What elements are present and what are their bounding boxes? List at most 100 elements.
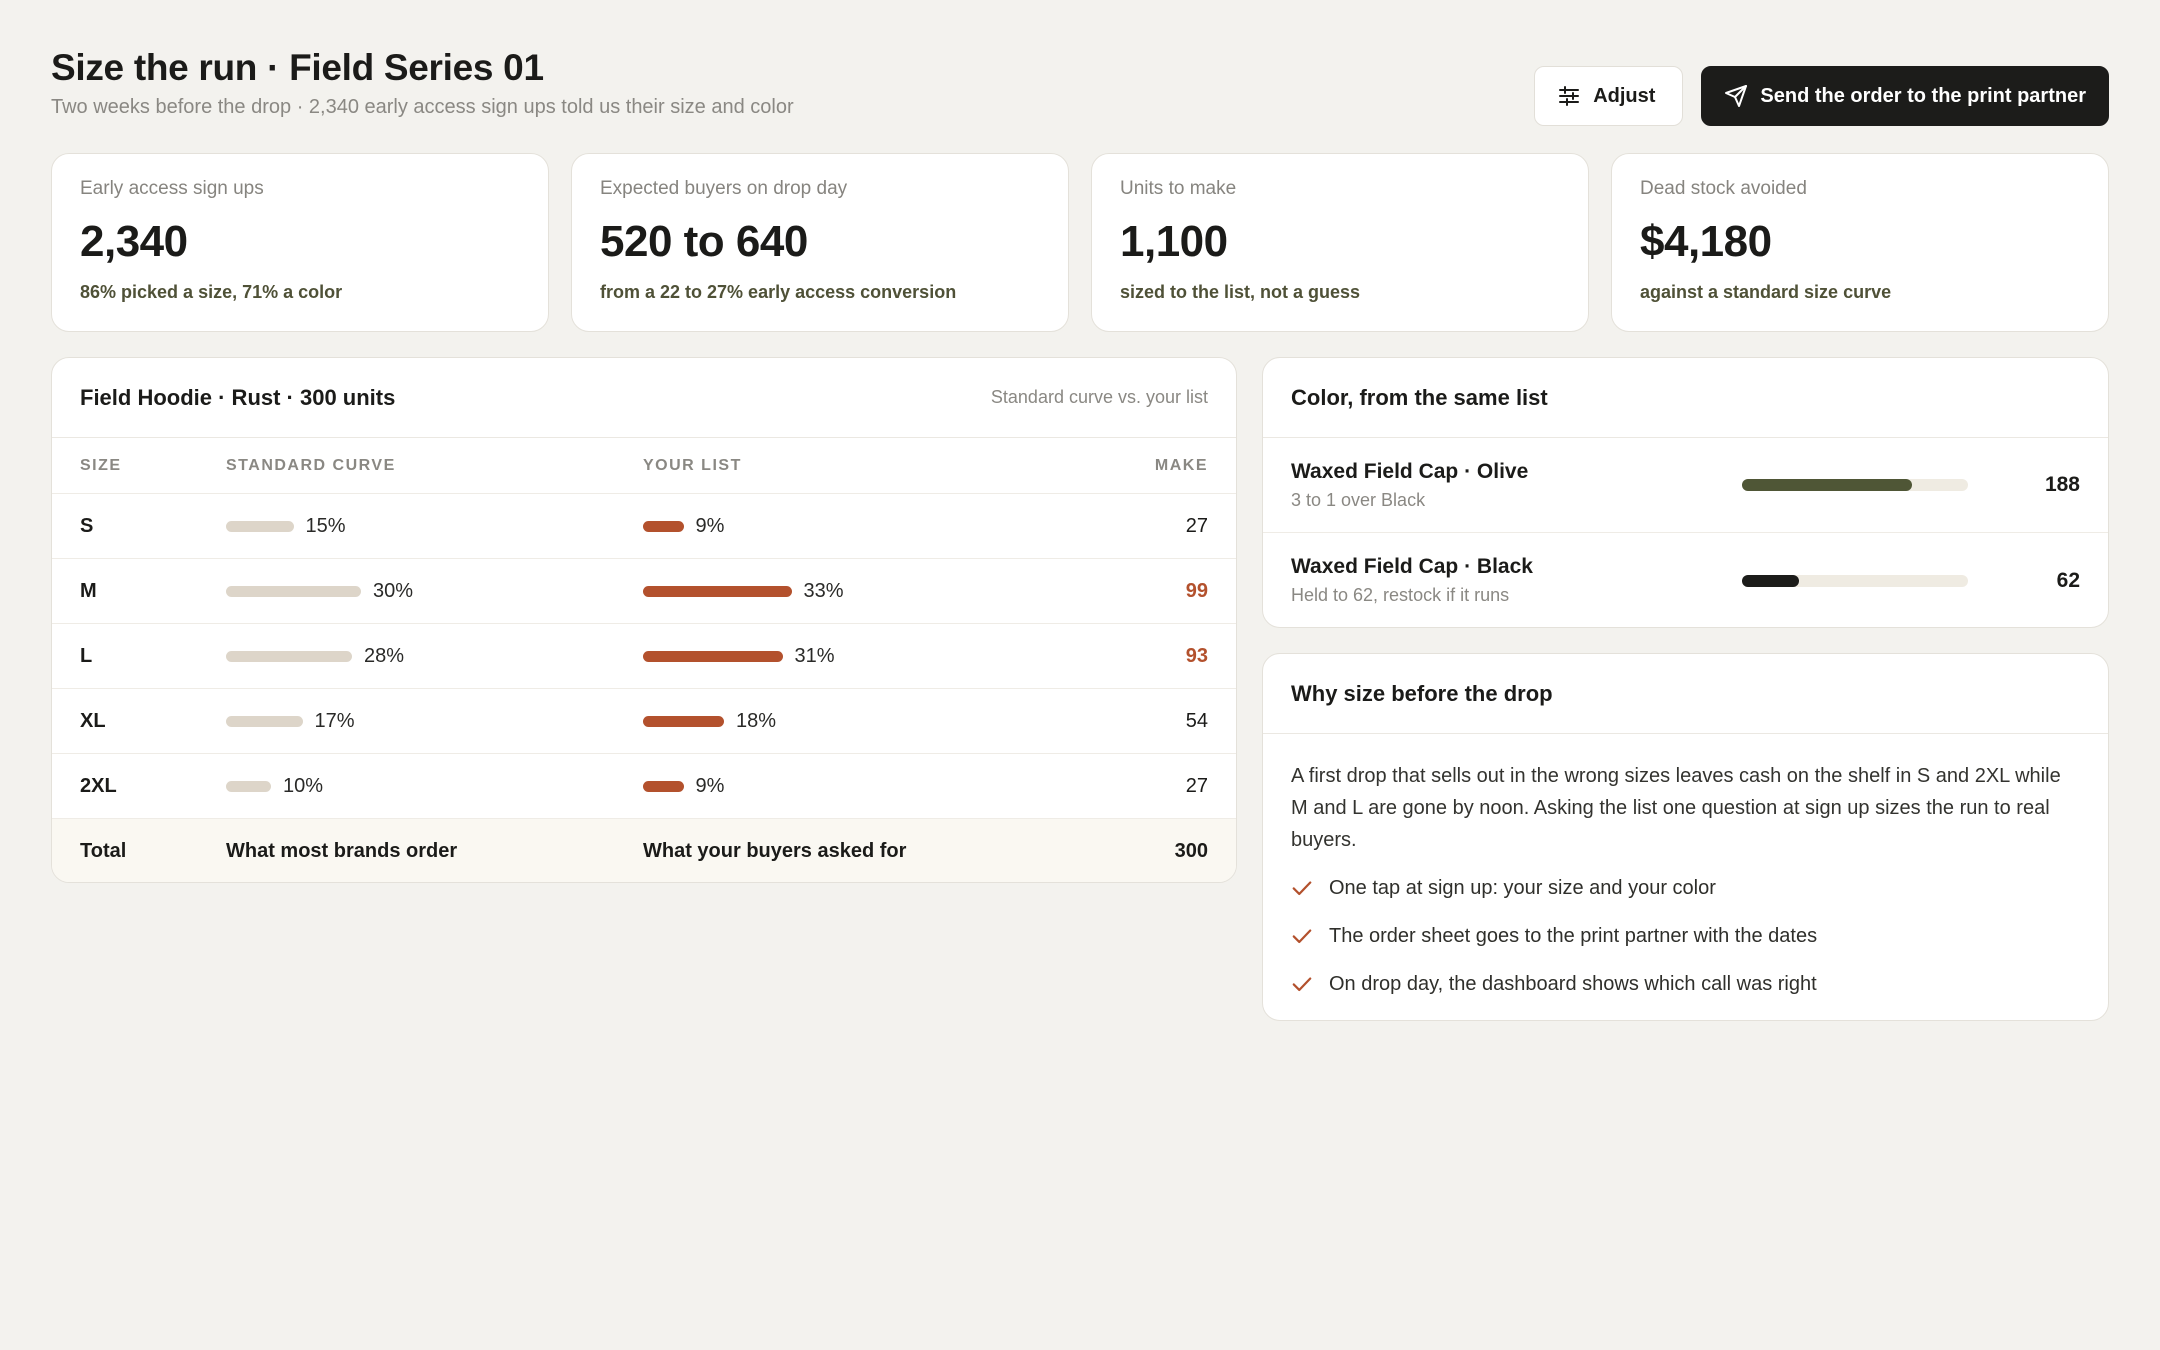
your-list-pct: 9% bbox=[695, 774, 725, 797]
color-item-count: 62 bbox=[2056, 568, 2080, 592]
table-total-row: Total What most brands order What your b… bbox=[52, 819, 1236, 882]
kpi-label: Early access sign ups bbox=[80, 178, 264, 199]
size-table-header: Field Hoodie · Rust · 300 units Standard… bbox=[52, 358, 1236, 438]
page-subtitle: Two weeks before the drop · 2,340 early … bbox=[51, 96, 794, 118]
send-order-button[interactable]: Send the order to the print partner bbox=[1701, 66, 2109, 126]
kpi-value: 520 to 640 bbox=[600, 217, 808, 266]
sliders-icon bbox=[1559, 86, 1580, 106]
standard-pct: 30% bbox=[373, 579, 414, 602]
color-item-bar-fill bbox=[1742, 479, 1912, 491]
kpi-note: from a 22 to 27% early access conversion bbox=[600, 282, 957, 302]
kpi-value: 1,100 bbox=[1120, 217, 1228, 266]
point-text: The order sheet goes to the print partne… bbox=[1329, 924, 1818, 947]
make-cell: 27 bbox=[1185, 774, 1208, 797]
column-header-standard: STANDARD CURVE bbox=[226, 456, 396, 474]
your-list-bar bbox=[643, 520, 684, 532]
size-cell: L bbox=[80, 644, 93, 667]
color-item-name: Waxed Field Cap · Olive bbox=[1291, 459, 1529, 483]
standard-curve-bar bbox=[226, 585, 361, 597]
check-icon bbox=[1292, 881, 1312, 896]
color-item-note: Held to 62, restock if it runs bbox=[1291, 585, 1510, 605]
your-list-bar bbox=[643, 715, 724, 727]
column-header-your-list: YOUR LIST bbox=[643, 456, 742, 474]
color-item: Waxed Field Cap · Black Held to 62, rest… bbox=[1263, 533, 2108, 627]
kpi-card-signups: Early access sign ups 2,340 86% picked a… bbox=[51, 153, 549, 332]
why-points: One tap at sign up: your size and your c… bbox=[1291, 864, 2080, 1008]
color-item-bar-fill bbox=[1742, 574, 1799, 587]
your-list-bar bbox=[643, 650, 783, 662]
your-list-pct: 33% bbox=[803, 579, 844, 602]
standard-pct: 17% bbox=[314, 709, 355, 732]
standard-curve-bar bbox=[226, 780, 271, 792]
kpi-label: Units to make bbox=[1120, 178, 1237, 199]
your-list-bar bbox=[643, 585, 792, 597]
why-card: Why size before the drop A first drop th… bbox=[1262, 653, 2109, 1021]
page-title: Size the run · Field Series 01 bbox=[51, 47, 544, 88]
check-icon bbox=[1292, 977, 1312, 992]
kpi-label: Dead stock avoided bbox=[1640, 178, 1807, 199]
why-card-header: Why size before the drop bbox=[1263, 654, 2108, 734]
column-header-make: MAKE bbox=[1154, 456, 1208, 474]
point-text: One tap at sign up: your size and your c… bbox=[1329, 876, 1716, 899]
color-card-header: Color, from the same list bbox=[1263, 358, 2108, 438]
list-item: On drop day, the dashboard shows which c… bbox=[1291, 960, 2080, 1008]
table-row: S 15% 9% 27 bbox=[52, 494, 1236, 559]
kpi-note: 86% picked a size, 71% a color bbox=[80, 282, 343, 302]
kpi-card-units: Units to make 1,100 sized to the list, n… bbox=[1091, 153, 1589, 332]
color-item-name: Waxed Field Cap · Black bbox=[1291, 555, 1533, 578]
total-label: Total bbox=[80, 839, 127, 862]
color-item-count: 188 bbox=[2044, 473, 2080, 496]
size-cell: 2XL bbox=[80, 774, 117, 797]
table-row: 2XL 10% 9% 27 bbox=[52, 754, 1236, 819]
make-cell: 93 bbox=[1185, 644, 1208, 667]
color-item-bar bbox=[1742, 479, 1968, 491]
size-table-title: Field Hoodie · Rust · 300 units bbox=[80, 384, 396, 410]
send-order-button-label: Send the order to the print partner bbox=[1760, 84, 2086, 107]
table-row: L 28% 31% 93 bbox=[52, 624, 1236, 689]
your-list-pct: 18% bbox=[736, 709, 777, 732]
make-cell: 99 bbox=[1185, 579, 1208, 602]
list-item: The order sheet goes to the print partne… bbox=[1291, 912, 2080, 960]
kpi-note: against a standard size curve bbox=[1640, 282, 1892, 302]
table-header-row: SIZE STANDARD CURVE YOUR LIST MAKE bbox=[52, 438, 1236, 494]
size-cell: XL bbox=[80, 709, 106, 732]
kpi-card-dead-stock: Dead stock avoided $4,180 against a stan… bbox=[1611, 153, 2109, 332]
standard-curve-bar bbox=[226, 715, 303, 727]
color-item-bar bbox=[1742, 574, 1968, 587]
paper-plane-icon bbox=[1725, 85, 1748, 107]
size-cell: S bbox=[80, 514, 94, 537]
page-header: Size the run · Field Series 01 Two weeks… bbox=[51, 44, 2109, 134]
list-item: One tap at sign up: your size and your c… bbox=[1291, 864, 2080, 912]
standard-pct: 10% bbox=[283, 774, 324, 797]
column-header-size: SIZE bbox=[80, 456, 122, 474]
color-card-title: Color, from the same list bbox=[1291, 384, 1548, 410]
why-card-title: Why size before the drop bbox=[1291, 680, 1553, 706]
kpi-value: $4,180 bbox=[1640, 217, 1772, 266]
why-paragraph: A first drop that sells out in the wrong… bbox=[1291, 765, 2061, 851]
table-row: M 30% 33% 99 bbox=[52, 559, 1236, 624]
kpi-value: 2,340 bbox=[80, 217, 188, 266]
your-list-bar bbox=[643, 780, 684, 792]
why-card-body: A first drop that sells out in the wrong… bbox=[1263, 734, 2108, 1020]
adjust-button-label: Adjust bbox=[1593, 84, 1656, 107]
kpi-note: sized to the list, not a guess bbox=[1120, 282, 1361, 302]
standard-pct: 15% bbox=[305, 514, 346, 537]
your-list-pct: 9% bbox=[695, 514, 725, 537]
size-table-caption: Standard curve vs. your list bbox=[990, 387, 1208, 407]
size-cell: M bbox=[80, 579, 97, 602]
standard-curve-bar bbox=[226, 650, 352, 662]
total-make: 300 bbox=[1174, 839, 1208, 862]
color-card: Color, from the same list Waxed Field Ca… bbox=[1262, 357, 2109, 628]
total-list-note: What your buyers asked for bbox=[643, 839, 907, 862]
kpi-row: Early access sign ups 2,340 86% picked a… bbox=[51, 153, 2109, 332]
point-text: On drop day, the dashboard shows which c… bbox=[1329, 972, 1817, 995]
adjust-button[interactable]: Adjust bbox=[1534, 66, 1684, 126]
standard-pct: 28% bbox=[364, 644, 405, 667]
total-standard-note: What most brands order bbox=[226, 839, 458, 862]
standard-curve-bar bbox=[226, 520, 294, 532]
make-cell: 27 bbox=[1185, 514, 1208, 537]
header-actions: Adjust Send the order to the print partn… bbox=[1534, 66, 2109, 126]
kpi-card-expected-buyers: Expected buyers on drop day 520 to 640 f… bbox=[571, 153, 1069, 332]
color-item-note: 3 to 1 over Black bbox=[1291, 489, 1426, 510]
table-row: XL 17% 18% 54 bbox=[52, 689, 1236, 754]
